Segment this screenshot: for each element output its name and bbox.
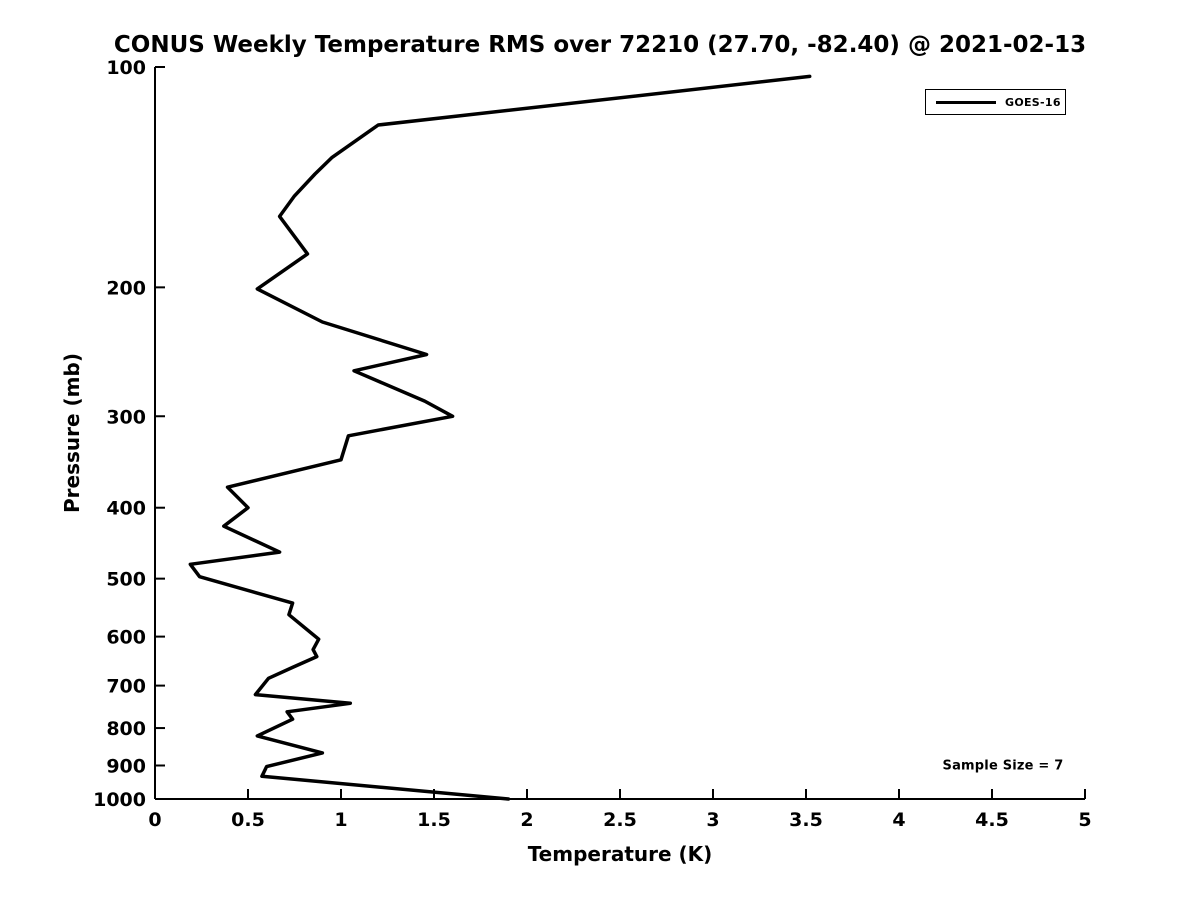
legend-entry-label: GOES-16 bbox=[1005, 95, 1061, 109]
x-axis-tick-label: 0 bbox=[148, 809, 161, 831]
legend-line-sample bbox=[936, 100, 996, 104]
x-axis-label: Temperature (K) bbox=[527, 842, 713, 866]
sample-size-annotation: Sample Size = 7 bbox=[942, 758, 1064, 774]
x-axis-tick-label: 3.5 bbox=[789, 809, 823, 831]
y-axis-tick-label: 200 bbox=[106, 277, 146, 299]
y-axis-tick-label: 300 bbox=[106, 406, 146, 428]
y-axis-tick-label: 1000 bbox=[93, 789, 146, 811]
y-axis-tick-label: 700 bbox=[106, 676, 146, 698]
x-axis-tick-label: 4.5 bbox=[975, 809, 1009, 831]
x-axis-tick-label: 5 bbox=[1078, 809, 1091, 831]
x-axis-tick-label: 1 bbox=[334, 809, 347, 831]
x-axis-tick-label: 1.5 bbox=[417, 809, 451, 831]
y-axis-tick-label: 500 bbox=[106, 569, 146, 591]
y-axis-tick-label: 400 bbox=[106, 498, 146, 520]
y-axis-tick-label: 100 bbox=[106, 57, 146, 79]
chart-title: CONUS Weekly Temperature RMS over 72210 … bbox=[113, 32, 1087, 58]
x-axis-tick-label: 3 bbox=[706, 809, 719, 831]
x-axis-tick-label: 2 bbox=[520, 809, 533, 831]
x-axis-tick-label: 4 bbox=[892, 809, 905, 831]
x-axis-tick-label: 2.5 bbox=[603, 809, 637, 831]
legend-box: GOES-16 bbox=[925, 89, 1066, 115]
y-axis-tick-label: 800 bbox=[106, 718, 146, 740]
data-line-goes-16 bbox=[188, 74, 812, 801]
y-axis-tick-label: 900 bbox=[106, 756, 146, 778]
y-axis-tick-label: 600 bbox=[106, 627, 146, 649]
x-axis-tick-label: 0.5 bbox=[231, 809, 265, 831]
